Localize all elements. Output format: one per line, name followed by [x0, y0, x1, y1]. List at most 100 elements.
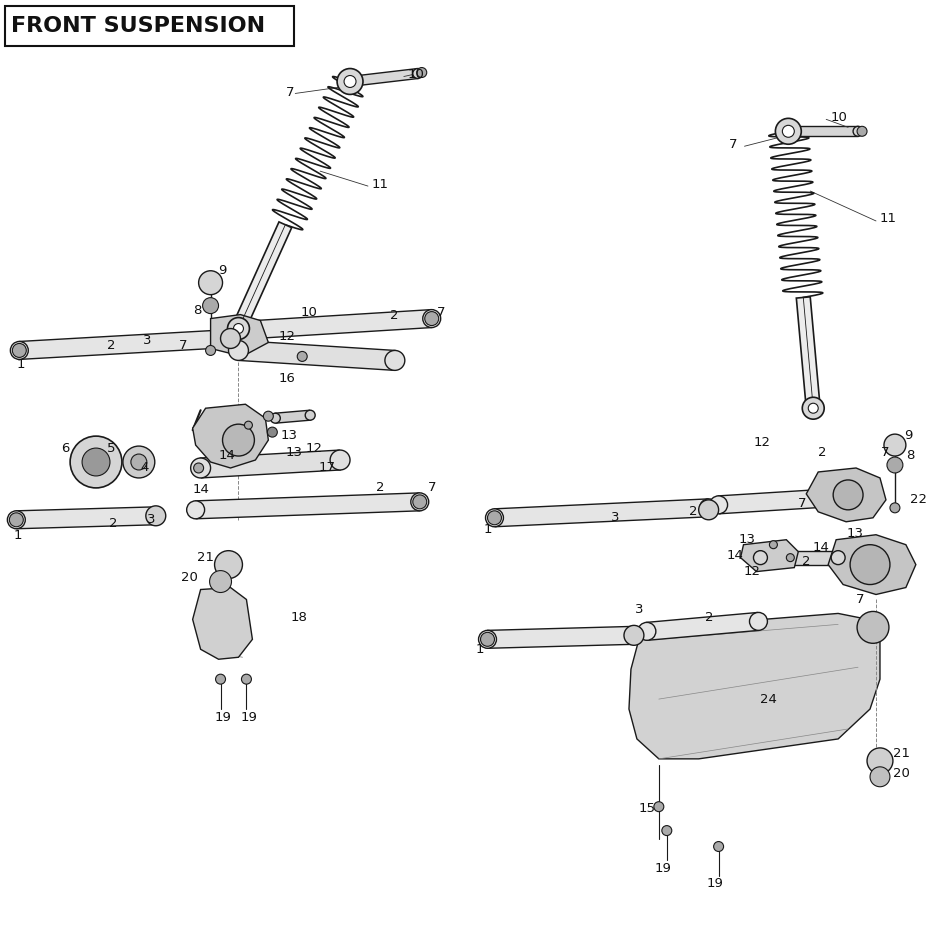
- Circle shape: [753, 551, 767, 565]
- Circle shape: [769, 540, 777, 549]
- Circle shape: [385, 351, 405, 370]
- Circle shape: [803, 397, 824, 419]
- Text: 19: 19: [241, 711, 258, 724]
- Text: 11: 11: [372, 178, 389, 191]
- Polygon shape: [238, 310, 432, 339]
- Circle shape: [267, 427, 277, 437]
- Circle shape: [413, 69, 423, 78]
- Text: 8: 8: [193, 304, 201, 317]
- Text: 1: 1: [17, 358, 25, 371]
- Circle shape: [638, 622, 656, 641]
- Circle shape: [481, 632, 495, 646]
- Text: 12: 12: [305, 442, 322, 455]
- Circle shape: [229, 340, 248, 361]
- Polygon shape: [232, 222, 292, 331]
- Text: 11: 11: [880, 212, 897, 225]
- Circle shape: [624, 625, 644, 645]
- Text: 7: 7: [428, 482, 436, 495]
- Circle shape: [654, 802, 664, 812]
- Polygon shape: [210, 314, 269, 356]
- Polygon shape: [646, 613, 759, 640]
- Circle shape: [221, 329, 239, 348]
- Polygon shape: [829, 535, 916, 594]
- Polygon shape: [629, 614, 880, 759]
- Circle shape: [345, 76, 355, 86]
- Polygon shape: [494, 498, 709, 526]
- Circle shape: [870, 767, 890, 787]
- Circle shape: [833, 480, 863, 510]
- Circle shape: [867, 748, 893, 774]
- Circle shape: [821, 489, 839, 507]
- Polygon shape: [238, 340, 395, 370]
- Text: 7: 7: [437, 306, 445, 319]
- Text: 14: 14: [812, 541, 830, 554]
- Circle shape: [263, 411, 273, 421]
- Text: 2: 2: [107, 339, 115, 352]
- Circle shape: [479, 631, 497, 648]
- Text: 2: 2: [705, 611, 713, 624]
- Circle shape: [485, 509, 503, 526]
- Text: 13: 13: [280, 429, 298, 442]
- Circle shape: [890, 503, 900, 512]
- Text: 3: 3: [611, 512, 619, 525]
- Polygon shape: [789, 126, 858, 137]
- Circle shape: [199, 271, 222, 295]
- Text: 7: 7: [728, 138, 737, 151]
- Text: 12: 12: [278, 330, 296, 343]
- Circle shape: [9, 512, 23, 526]
- Circle shape: [887, 457, 903, 473]
- Polygon shape: [740, 539, 798, 572]
- Text: 19: 19: [215, 711, 232, 724]
- Circle shape: [783, 126, 793, 137]
- Circle shape: [233, 324, 244, 334]
- Circle shape: [787, 553, 794, 562]
- Text: 22: 22: [910, 493, 927, 506]
- Circle shape: [411, 493, 429, 511]
- Circle shape: [425, 312, 439, 326]
- Text: 2: 2: [376, 482, 384, 495]
- Circle shape: [123, 446, 154, 478]
- Circle shape: [305, 410, 315, 420]
- Polygon shape: [350, 69, 418, 86]
- Text: 12: 12: [753, 435, 770, 448]
- Text: 2: 2: [818, 445, 827, 458]
- Circle shape: [206, 345, 216, 355]
- Circle shape: [222, 424, 255, 456]
- Circle shape: [147, 507, 165, 525]
- Text: 18: 18: [290, 611, 307, 624]
- Circle shape: [10, 341, 28, 359]
- Polygon shape: [16, 507, 156, 529]
- Circle shape: [146, 506, 166, 525]
- Polygon shape: [796, 297, 820, 409]
- Circle shape: [782, 126, 794, 138]
- Circle shape: [271, 413, 280, 423]
- FancyBboxPatch shape: [6, 6, 294, 46]
- Circle shape: [662, 826, 671, 835]
- Text: 6: 6: [61, 442, 70, 455]
- Text: 16: 16: [278, 372, 295, 385]
- Circle shape: [750, 613, 767, 631]
- Text: 7: 7: [857, 593, 865, 606]
- Circle shape: [70, 436, 122, 488]
- Text: 14: 14: [193, 484, 209, 497]
- Circle shape: [423, 310, 441, 327]
- Polygon shape: [718, 489, 830, 513]
- Text: FRONT SUSPENSION: FRONT SUSPENSION: [11, 16, 265, 35]
- Circle shape: [625, 627, 643, 644]
- Text: 13: 13: [286, 445, 302, 458]
- Polygon shape: [806, 468, 886, 522]
- Text: 1: 1: [484, 524, 492, 537]
- Text: 2: 2: [390, 309, 398, 322]
- Text: 2: 2: [109, 517, 117, 530]
- Text: 5: 5: [107, 442, 115, 455]
- Polygon shape: [487, 627, 634, 648]
- Text: 7: 7: [881, 445, 889, 458]
- Text: 7: 7: [798, 498, 807, 511]
- Circle shape: [230, 322, 247, 339]
- Text: 10: 10: [300, 306, 317, 319]
- Text: 20: 20: [180, 571, 197, 584]
- Text: 21: 21: [196, 551, 214, 565]
- Circle shape: [487, 511, 501, 525]
- Polygon shape: [275, 410, 311, 423]
- Text: 14: 14: [726, 549, 743, 562]
